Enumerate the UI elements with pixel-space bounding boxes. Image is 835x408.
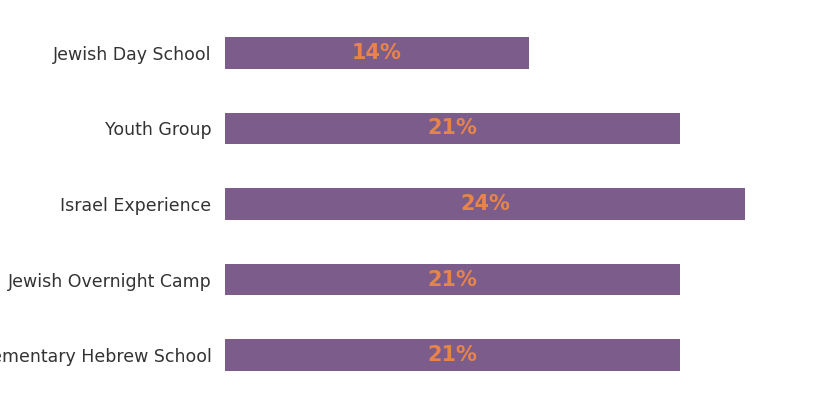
Bar [225,188,745,220]
Bar [225,339,680,371]
Text: 21%: 21% [428,118,478,138]
Text: 14%: 14% [352,43,402,63]
Bar [225,264,680,295]
Text: 21%: 21% [428,270,478,290]
Bar [225,113,680,144]
Bar [225,37,529,69]
Text: 24%: 24% [460,194,510,214]
Text: 21%: 21% [428,345,478,365]
